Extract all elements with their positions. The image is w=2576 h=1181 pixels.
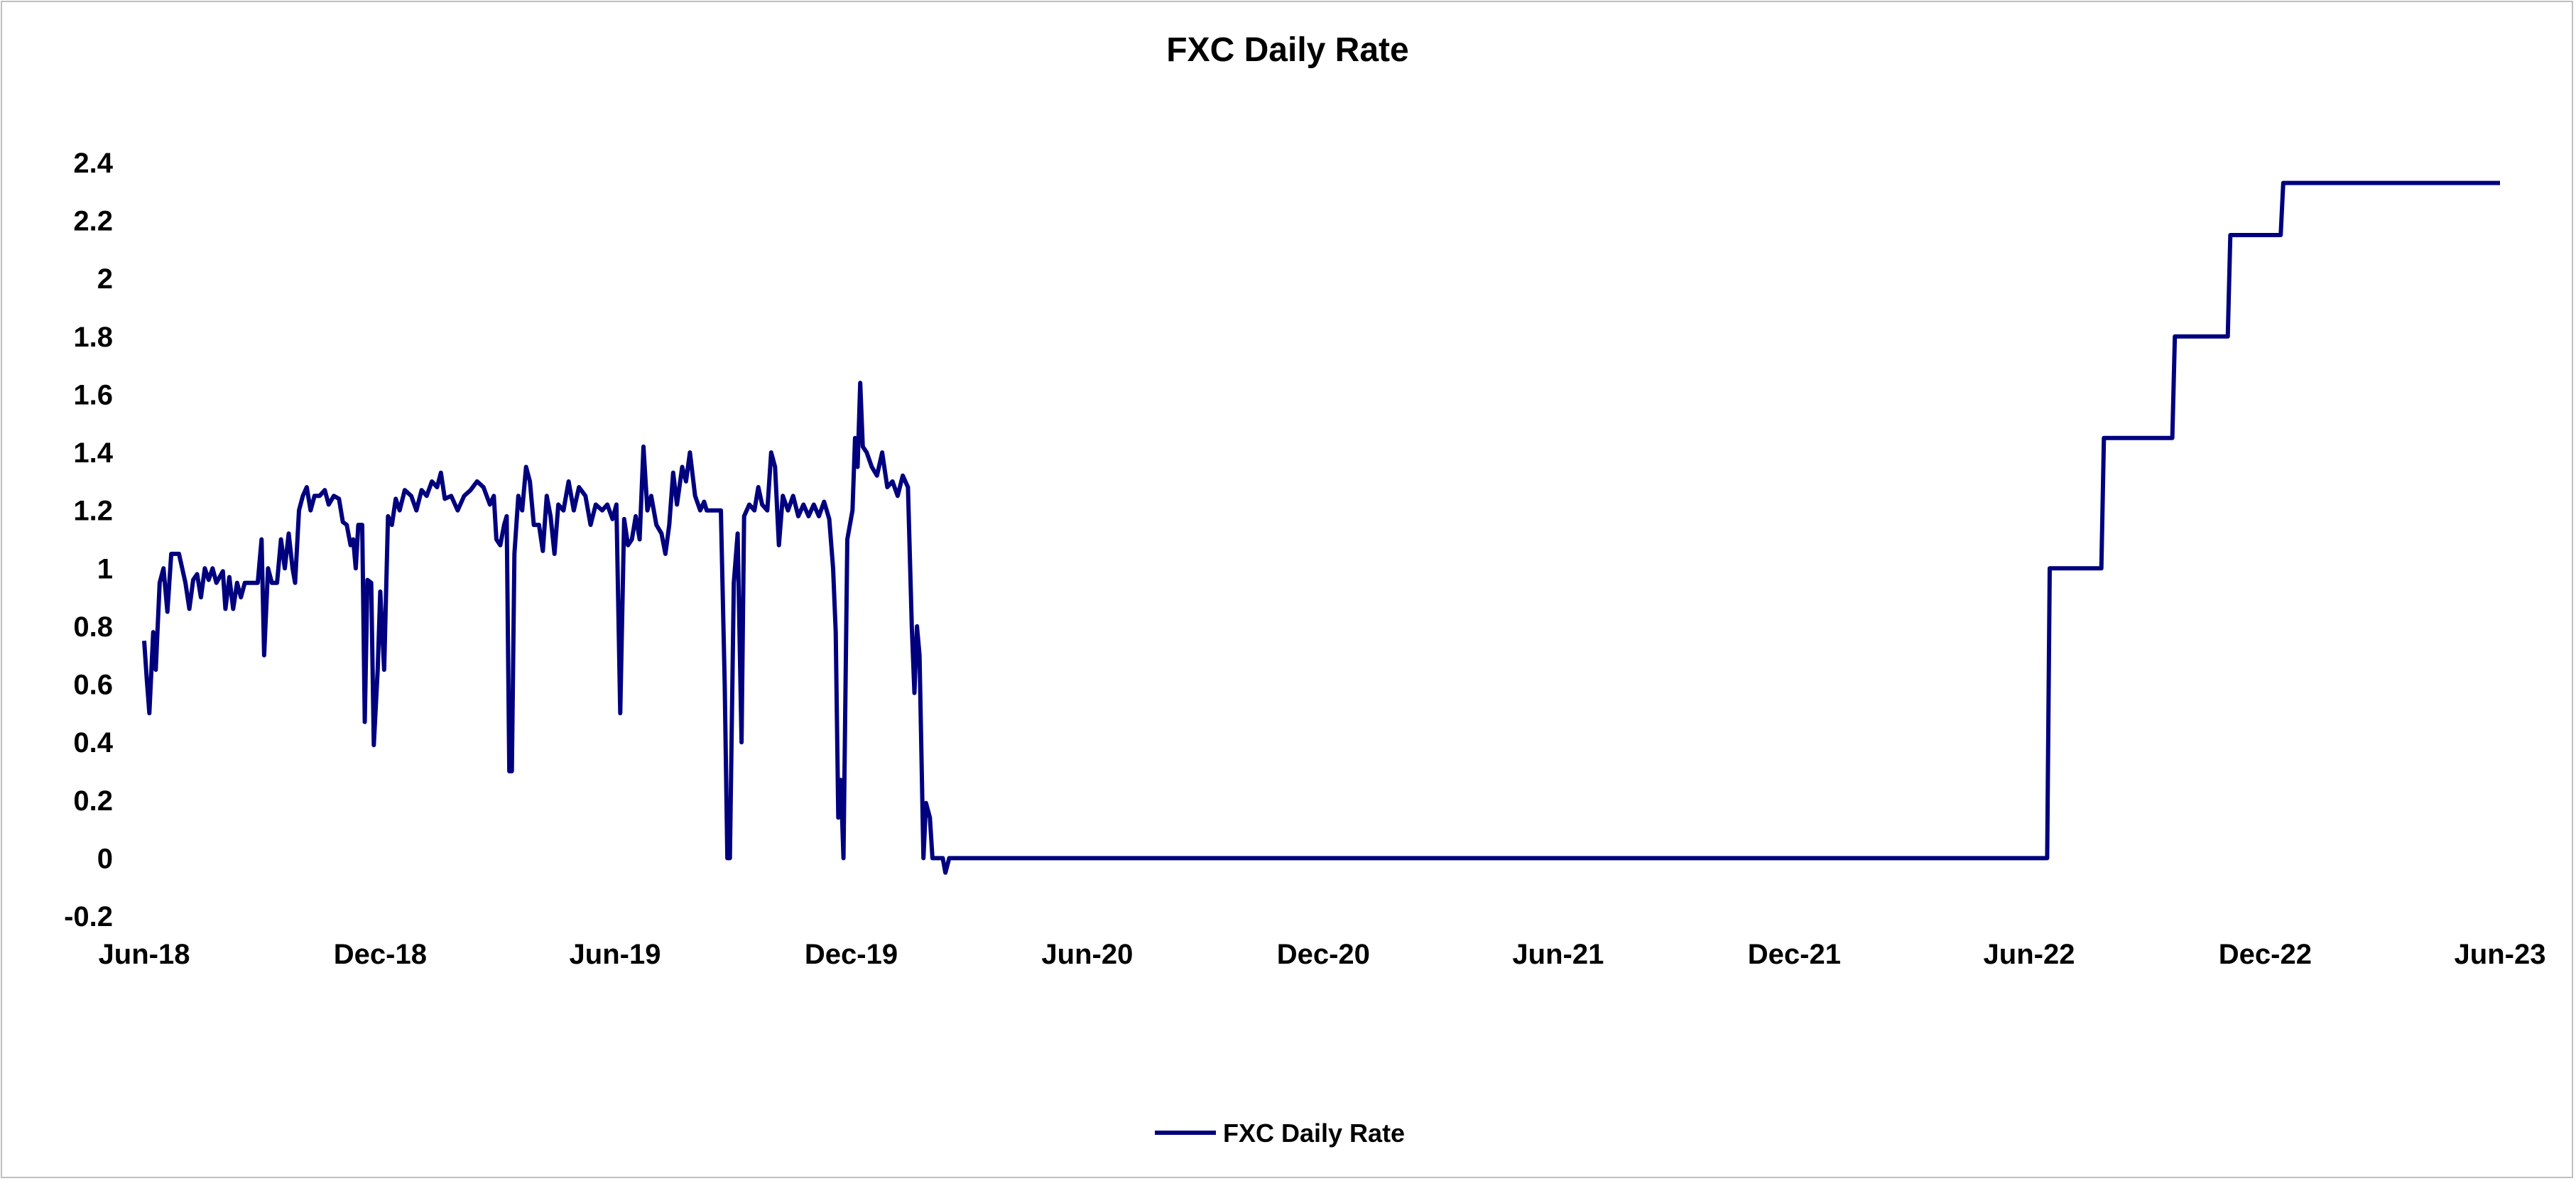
y-tick-label: 1 [97, 553, 113, 584]
legend: FXC Daily Rate [1155, 1119, 1405, 1148]
chart-title: FXC Daily Rate [1166, 31, 1408, 69]
y-tick-label: 0.4 [73, 727, 113, 758]
y-tick-label: 0.2 [73, 785, 113, 817]
x-tick-label: Dec-20 [1277, 939, 1370, 970]
y-tick-label: 2.4 [73, 148, 113, 179]
x-axis-ticks: Jun-18 Dec-18 Jun-19 Dec-19 Jun-20 Dec-20 Jun-… [99, 939, 2546, 970]
series-line-fxc-daily-rate [142, 180, 2500, 875]
y-tick-label: 2 [97, 263, 113, 295]
x-tick-label: Jun-19 [570, 939, 661, 970]
y-tick-label: 0.6 [73, 670, 113, 701]
x-tick-label: Dec-21 [1748, 939, 1841, 970]
x-tick-label: Jun-23 [2455, 939, 2546, 970]
y-tick-label: -0.2 [64, 901, 113, 932]
x-tick-label: Dec-22 [2219, 939, 2312, 970]
y-tick-label: 1.2 [73, 496, 113, 527]
y-tick-label: 1.6 [73, 380, 113, 411]
x-tick-label: Dec-19 [805, 939, 898, 970]
x-tick-label: Jun-21 [1512, 939, 1604, 970]
legend-label-fxc-daily-rate: FXC Daily Rate [1223, 1119, 1405, 1148]
x-tick-label: Dec-18 [334, 939, 427, 970]
y-tick-label: 1.8 [73, 322, 113, 353]
x-tick-label: Jun-22 [1984, 939, 2075, 970]
y-tick-label: 0.8 [73, 611, 113, 643]
y-axis-ticks: 2.4 2.2 2 1.8 1.6 1.4 1.2 1 0.8 0.6 0.4 0.2 0 -0.2 [64, 148, 114, 932]
x-tick-label: Jun-18 [99, 939, 190, 970]
y-tick-label: 1.4 [73, 437, 113, 469]
y-tick-label: 0 [97, 843, 113, 874]
x-tick-label: Jun-20 [1041, 939, 1133, 970]
y-tick-label: 2.2 [73, 206, 113, 237]
